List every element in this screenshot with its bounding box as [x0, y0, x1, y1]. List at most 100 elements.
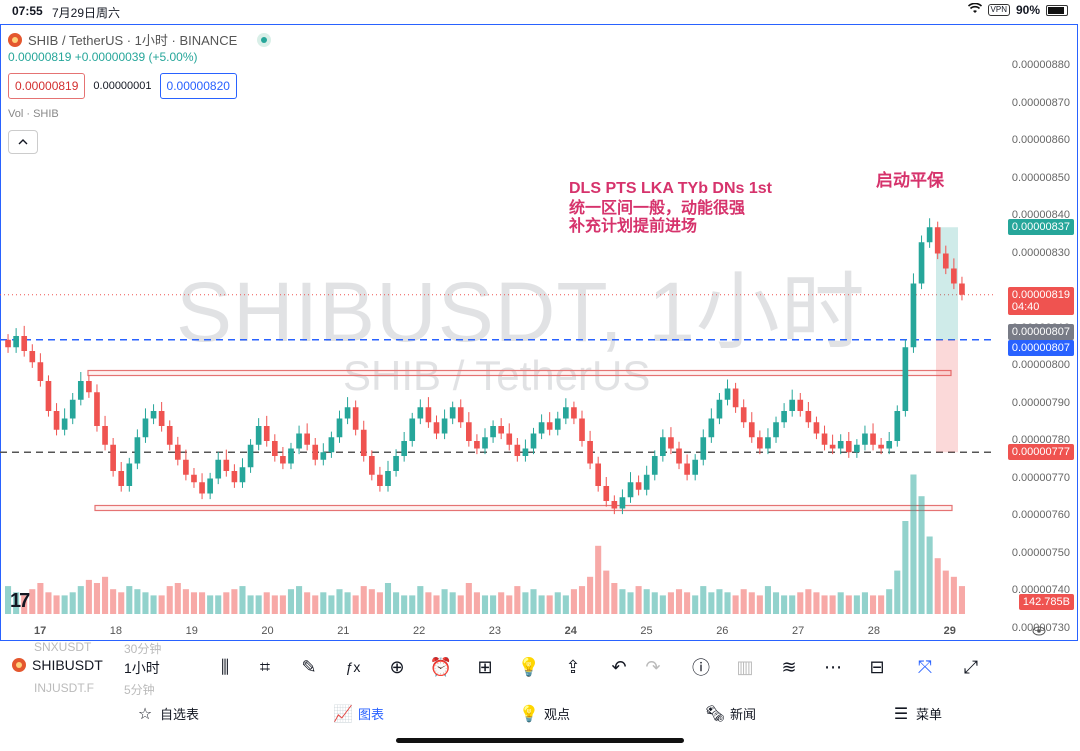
candle-body [263, 426, 270, 441]
nav-item-menu[interactable]: ☰ 菜单 [892, 704, 942, 723]
volume-bar [603, 570, 610, 614]
date-tick: 24 [564, 625, 577, 637]
nav-item-chart[interactable]: 📈 图表 [333, 704, 384, 723]
volume-bar [166, 586, 173, 614]
price-tick: 0.00000880 [1011, 59, 1070, 71]
candle-body [506, 433, 513, 445]
candle-body [571, 407, 577, 419]
volume-bar [29, 589, 36, 614]
buy-button[interactable]: 0.00000820 [159, 73, 237, 99]
volume-bar [942, 570, 949, 614]
layout-icon[interactable]: ⊞ [477, 656, 493, 677]
nav-item-star[interactable]: ☆ 自选表 [136, 704, 199, 723]
expand-icon[interactable]: ⤢ [963, 656, 979, 677]
candle-body [959, 283, 965, 295]
volume-bar [522, 592, 529, 614]
draw-icon[interactable]: ✎ [301, 656, 317, 677]
plus-icon[interactable]: ⊕ [389, 656, 405, 677]
fullscreen-snap-icon[interactable]: ⤧ [917, 656, 933, 677]
position-risk-zone [936, 339, 958, 453]
candle-body [805, 411, 812, 423]
annotation-line-3[interactable]: 补充计划提前进场 [569, 218, 698, 235]
compare-icon[interactable]: ▥ [736, 656, 754, 677]
price-chart[interactable] [0, 24, 1078, 640]
date-tick: 22 [413, 625, 426, 637]
volume-bar [570, 589, 577, 614]
volume-bar [675, 589, 683, 614]
price-tick: 0.00000830 [1011, 246, 1070, 259]
info-icon[interactable]: ⓘ [692, 658, 710, 678]
candle-body [199, 482, 205, 494]
candle-body [611, 501, 618, 509]
candle-body [449, 407, 456, 419]
volume-bar [667, 592, 674, 614]
candle-body [239, 467, 246, 483]
chevron-up-icon [18, 139, 28, 145]
toolbar-symbol: SHIBUSDT [32, 657, 103, 673]
battery-percent: 90% [1015, 3, 1040, 17]
volume-bar [126, 586, 133, 614]
nav-item-bulb[interactable]: 💡 观点 [519, 704, 570, 723]
candle-body [563, 407, 569, 419]
candle-body [368, 456, 375, 475]
candles [5, 218, 965, 515]
candle-body [288, 448, 294, 464]
annotation-breakeven[interactable]: 启动平保 [876, 171, 944, 190]
volume-bar [878, 595, 885, 614]
candle-body [409, 418, 416, 441]
candle-body [29, 351, 36, 363]
chart-pane[interactable] [0, 24, 1078, 641]
candle-body [5, 339, 11, 348]
indicator-icon[interactable]: ⌗ [259, 656, 271, 677]
symbol-search-button[interactable]: SHIBUSDT [12, 657, 103, 673]
volume-legend: Vol · SHIB [8, 108, 59, 120]
candle-body [126, 463, 133, 486]
candle-body [902, 347, 909, 411]
volume-bar [562, 595, 569, 614]
fx-icon[interactable]: ƒx [345, 659, 361, 675]
more-icon[interactable]: ⋯ [824, 656, 842, 677]
settings-icon[interactable] [1032, 624, 1046, 643]
volume-bar [231, 589, 238, 614]
volume-bar [894, 570, 901, 614]
candles-icon[interactable]: ⫼ [220, 656, 230, 677]
candle-body [296, 433, 302, 449]
replay-icon[interactable]: ≋ [781, 656, 797, 677]
nav-label: 菜单 [916, 707, 943, 722]
volume-bar [425, 592, 432, 614]
candle-body [538, 422, 545, 434]
candle-body [813, 422, 820, 434]
candle-body [69, 399, 76, 419]
price-label: 0.00000837 [1007, 219, 1074, 236]
redo-icon[interactable]: ↷ [645, 656, 661, 677]
legend-symbol[interactable]: SHIB / TetherUS · 1小时 · BINANCE [8, 30, 272, 49]
annotation-line-2[interactable]: 统一区间一般，动能很强 [569, 200, 746, 217]
price-tick: 0.00000760 [1011, 509, 1070, 521]
volume-bar [708, 592, 715, 614]
interval-button[interactable]: 1小时 [124, 660, 160, 676]
candle-body [328, 437, 335, 453]
price-tick: 0.00000860 [1011, 134, 1070, 146]
volume-bar [627, 592, 634, 614]
sell-button[interactable]: 0.00000819 [8, 73, 86, 99]
collapse-legend-button[interactable] [8, 130, 38, 154]
volume-bar [199, 592, 206, 614]
share-icon[interactable]: ⇪ [565, 656, 581, 677]
volume-bar [498, 592, 505, 614]
candle-body [385, 471, 391, 486]
alert-icon[interactable]: ⏰ [429, 656, 453, 677]
tradingview-logo-icon: 17 [10, 590, 30, 612]
nav-item-news[interactable]: 🗞 新闻 [705, 704, 756, 723]
date-tick: 23 [488, 625, 502, 637]
annotation-line-1[interactable]: DLS PTS LKA TYb DNs 1st [569, 180, 772, 197]
split-icon[interactable]: ⊟ [869, 656, 885, 677]
date-tick: 26 [716, 625, 729, 637]
home-indicator [396, 738, 684, 743]
undo-icon[interactable]: ↶ [611, 656, 627, 677]
candle-body [37, 362, 44, 381]
volume-bar [514, 586, 521, 614]
volume-bar [781, 595, 788, 614]
volume-bar [692, 595, 699, 614]
idea-icon[interactable]: 💡 [517, 656, 541, 677]
candle-body [490, 426, 496, 438]
